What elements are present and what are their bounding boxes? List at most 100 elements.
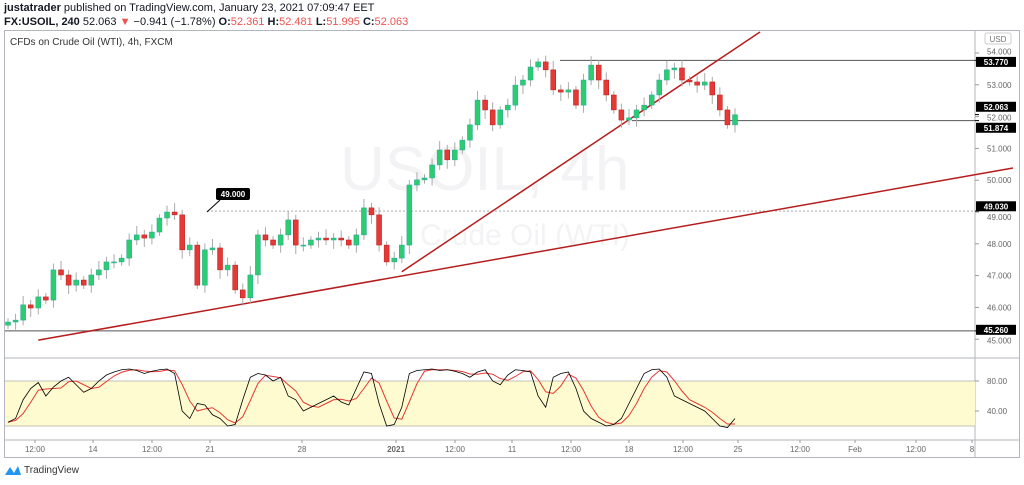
price-tick-label: 54.000 <box>987 47 1012 56</box>
time-tick-label: 8 <box>970 445 975 454</box>
time-tick-label: 28 <box>298 445 307 454</box>
time-tick-label: 12:00 <box>673 445 694 454</box>
candle-up <box>187 244 193 251</box>
price-label: 52.063 <box>984 103 1009 112</box>
candle-up <box>73 279 79 286</box>
candle-down <box>58 269 64 276</box>
candle-down <box>323 237 329 241</box>
candle-down <box>346 239 352 246</box>
candle-up <box>12 319 19 323</box>
callout-pointer <box>206 199 221 213</box>
watermark-description: Crude Oil (WTI) <box>420 219 630 252</box>
price-label: 53.770 <box>984 58 1009 67</box>
candle-down <box>694 81 700 86</box>
candle-up <box>535 61 541 68</box>
symbol-info: FX:USOIL, 240 52.063 ▼ −0.941 (−1.78%) O… <box>4 16 408 28</box>
candle-up <box>701 81 708 86</box>
time-tick-label: 12:00 <box>142 445 163 454</box>
time-tick-label: 18 <box>625 445 634 454</box>
price-label-bg <box>976 101 1016 112</box>
author[interactable]: justatrader <box>4 2 61 14</box>
candle-up <box>300 244 307 247</box>
candle-down <box>618 109 625 121</box>
candle-down <box>338 237 344 241</box>
publish-info: justatrader published on TradingView.com… <box>4 2 374 14</box>
candle-down <box>232 264 238 291</box>
candle-up <box>527 66 534 81</box>
tradingview-logo[interactable]: TradingView <box>5 465 79 476</box>
candle-up <box>247 274 254 299</box>
time-tick-label: 21 <box>206 445 215 454</box>
candle-up <box>641 104 647 111</box>
time-tick-label: 12:00 <box>906 445 927 454</box>
candle-up <box>255 234 261 276</box>
candle-down <box>262 234 269 241</box>
candle-up <box>133 234 140 241</box>
time-tick-label: 2021 <box>387 445 405 454</box>
time-tick-label: 12:00 <box>561 445 582 454</box>
candle-up <box>406 184 413 246</box>
price-tick-label: 46.000 <box>987 303 1012 312</box>
candle-down <box>65 274 72 286</box>
candle-up <box>149 231 155 239</box>
time-tick-label: 12:00 <box>25 445 46 454</box>
candle-down <box>80 279 87 286</box>
candle-up <box>580 79 587 106</box>
low-label: L: <box>315 16 327 28</box>
price-tick-label: 53.000 <box>987 81 1012 90</box>
price-tick-label: 50.000 <box>987 176 1012 185</box>
price-label-bg <box>976 56 1016 67</box>
candle-down <box>194 244 201 286</box>
candle-down <box>573 89 579 106</box>
candle-up <box>459 139 466 151</box>
price-tick-label: 45.000 <box>987 336 1012 345</box>
candle-up <box>5 321 11 326</box>
price-tick-label: 52.000 <box>987 113 1012 122</box>
candle-down <box>724 109 731 126</box>
candle-up <box>224 264 231 271</box>
candle-up <box>452 149 458 161</box>
candle-down <box>217 247 223 271</box>
candle-up <box>732 114 738 126</box>
time-tick-label: 14 <box>89 445 98 454</box>
time-tick-label: 11 <box>508 445 517 454</box>
close-value: 52.063 <box>374 16 409 28</box>
stoch-tick-label: 40.00 <box>987 407 1008 416</box>
candle-up <box>103 261 110 271</box>
price-tick-label: 51.000 <box>987 144 1012 153</box>
trendline <box>38 167 1014 341</box>
candle-down <box>376 214 382 246</box>
candle-up <box>126 239 132 259</box>
candle-up <box>414 179 420 186</box>
candle-up <box>96 269 102 276</box>
candle-down <box>444 149 450 161</box>
candle-down <box>43 296 49 301</box>
publish-text: published on TradingView.com, January 23… <box>63 2 375 14</box>
candle-down <box>383 244 390 263</box>
price-label-bg <box>976 324 1016 335</box>
down-arrow-icon: ▼ <box>119 16 131 28</box>
open-value: 52.361 <box>230 16 265 28</box>
time-tick-label: 25 <box>734 445 743 454</box>
candle-down <box>27 304 34 309</box>
chart-frame <box>4 30 1020 458</box>
candle-up <box>156 217 163 233</box>
callout-label: 49.000 <box>221 190 246 199</box>
candle-up <box>497 109 503 126</box>
price-label-bg <box>976 201 1016 212</box>
candle-down <box>550 69 556 91</box>
candle-up <box>35 296 42 309</box>
candle-up <box>353 234 360 246</box>
candle-up <box>633 109 640 119</box>
brand-name: TradingView <box>24 465 80 476</box>
candle-up <box>20 304 26 321</box>
candle-up <box>421 177 428 181</box>
candle-up <box>399 244 405 259</box>
candle-down <box>558 89 564 93</box>
candle-down <box>611 94 617 111</box>
price-label: 51.874 <box>984 124 1009 133</box>
candle-down <box>686 79 693 83</box>
candle-up <box>308 239 314 246</box>
candle-up <box>664 69 670 81</box>
